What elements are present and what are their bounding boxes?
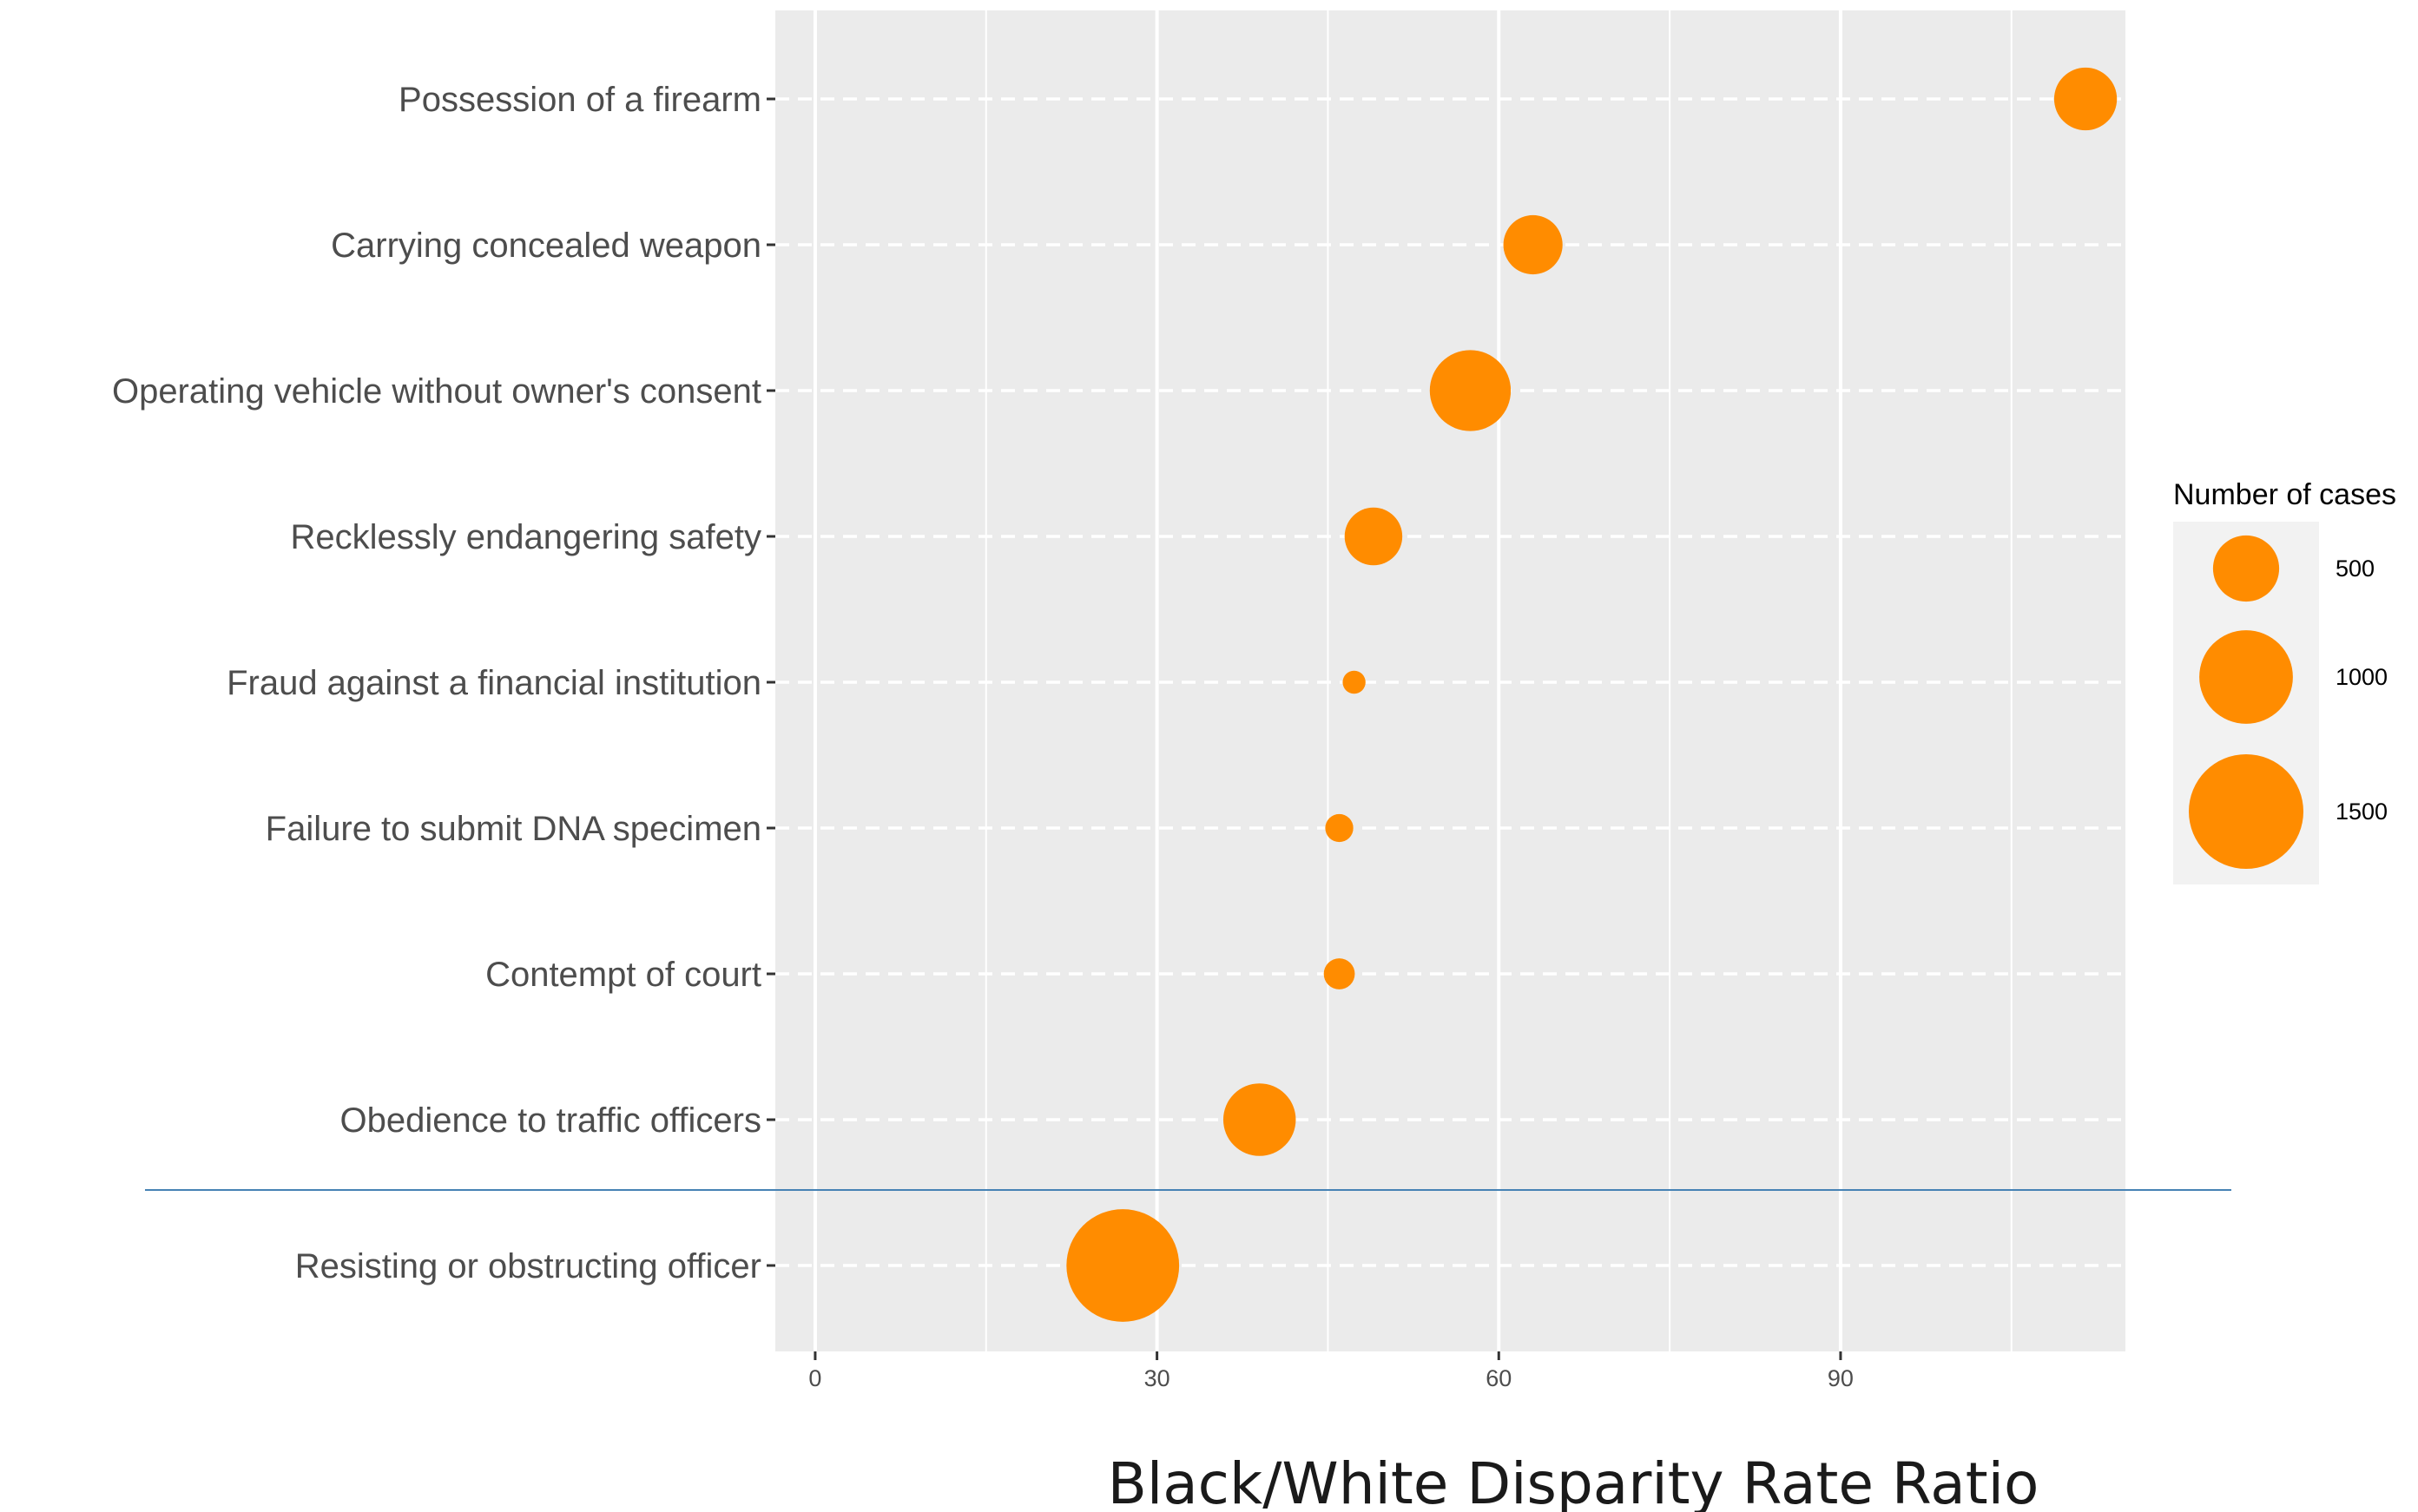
x-tick-label: 90 [1828,1365,1854,1391]
y-tick-label: Failure to submit DNA specimen [266,810,761,848]
legend-label: 500 [2336,555,2375,582]
data-point [1325,813,1354,843]
legend-key [2189,754,2303,869]
y-tick-label: Recklessly endangering safety [290,518,761,556]
legend-key [2212,535,2280,602]
plot-panel [775,10,2125,1351]
data-point [1323,958,1355,989]
legend-label: 1000 [2336,664,2388,690]
y-tick-label: Resisting or obstructing officer [295,1247,761,1285]
data-point [1342,670,1366,694]
data-point [1503,214,1563,275]
x-axis-title: Black/White Disparity Rate Ratio [1108,1450,2039,1512]
legend-label: 1500 [2336,799,2388,825]
y-tick-label: Contempt of court [485,956,761,994]
legend: Number of cases 500 1000 1500 [2173,478,2396,884]
data-point [1066,1209,1180,1322]
x-axis: 0 30 60 90 [808,1351,1854,1391]
y-tick-label: Carrying concealed weapon [331,227,761,265]
y-tick-label: Operating vehicle without owner's consen… [112,372,761,411]
y-tick-label: Obedience to traffic officers [340,1101,761,1140]
legend-key [2199,630,2293,724]
legend-title: Number of cases [2173,478,2396,511]
y-tick-label: Fraud against a financial institution [227,664,761,702]
data-points [1066,67,2118,1322]
x-tick-label: 0 [808,1365,821,1391]
x-tick-label: 60 [1486,1365,1512,1391]
data-point [1344,507,1403,566]
x-tick-label: 30 [1144,1365,1170,1391]
data-point [1429,350,1512,431]
y-axis: Possession of a firearm Carrying conceale… [112,81,775,1285]
y-tick-label: Possession of a firearm [399,81,761,119]
data-point [2053,67,2118,131]
data-point [1222,1083,1296,1156]
